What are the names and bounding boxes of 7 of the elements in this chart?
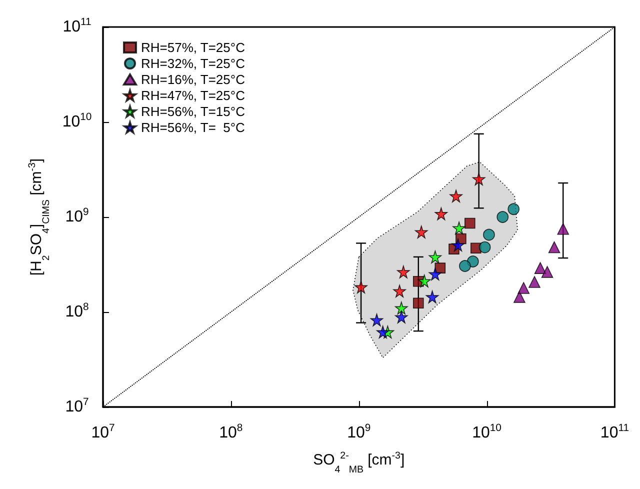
- legend-label: RH=56%, T= 5°C: [141, 120, 245, 135]
- legend-label: RH=57%, T=25°C: [141, 40, 245, 55]
- legend-label: RH=32%, T=25°C: [141, 56, 245, 71]
- legend-label: RH=56%, T=15°C: [141, 104, 245, 119]
- legend-label: RH=47%, T=25°C: [141, 88, 245, 103]
- legend-label: RH=16%, T=25°C: [141, 72, 245, 87]
- text: [H2SO4]CIMS [cm-3]: [26, 158, 52, 276]
